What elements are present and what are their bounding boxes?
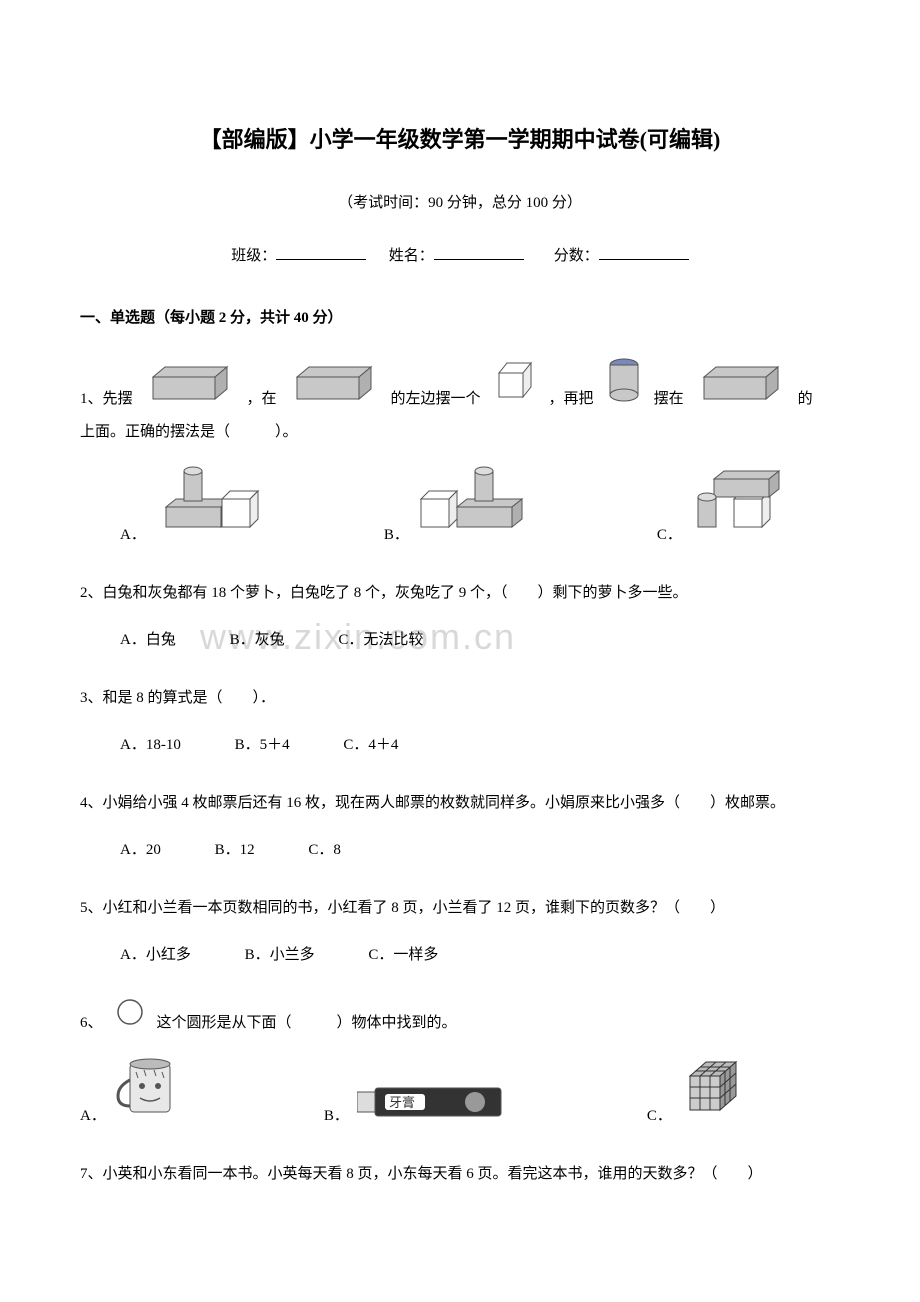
q5-optA: A．小红多 — [120, 947, 191, 963]
cuboid-icon — [289, 365, 379, 416]
q1-p5: 摆在 — [654, 383, 684, 416]
q5-optB: B．小兰多 — [245, 947, 315, 963]
q2-optB: B．灰兔 — [230, 632, 285, 648]
q1-optA-shape — [154, 459, 264, 552]
q4-text: 4、小娟给小强 4 枚邮票后还有 16 枚，现在两人邮票的枚数就同样多。小娟原来… — [80, 787, 840, 820]
q1-p3: 的左边摆一个 — [391, 383, 481, 416]
q6-optC-label: C． — [647, 1100, 672, 1133]
mug-icon — [114, 1050, 184, 1133]
document-content: 【部编版】小学一年级数学第一学期期中试卷(可编辑) （考试时间：90 分钟，总分… — [80, 120, 840, 1191]
q1-p1: 1、先摆 — [80, 383, 133, 416]
q5-text: 5、小红和小兰看一本页数相同的书，小红看了 8 页，小兰看了 12 页，谁剩下的… — [80, 892, 840, 925]
q1-p2: ，在 — [247, 383, 277, 416]
q3-optB: B．5＋4 — [235, 737, 290, 753]
q3-optA: A．18-10 — [120, 737, 181, 753]
q1-p4: ，再把 — [549, 383, 594, 416]
q5-optC: C．一样多 — [368, 947, 438, 963]
page-title: 【部编版】小学一年级数学第一学期期中试卷(可编辑) — [80, 120, 840, 160]
cylinder-icon — [606, 357, 642, 416]
score-label: 分数： — [554, 248, 599, 264]
q6-p1: 6、 — [80, 1007, 103, 1040]
score-blank — [599, 242, 689, 260]
q1-optB-shape — [417, 459, 537, 552]
class-blank — [276, 242, 366, 260]
q3-text: 3、和是 8 的算式是（ ）． — [80, 682, 840, 715]
q1-optC-shape — [690, 459, 800, 552]
q2-optA: A．白兔 — [120, 632, 176, 648]
q1-optB-label: B． — [384, 519, 409, 552]
student-info-line: 班级： 姓名： 分数： — [80, 242, 840, 270]
q4-optC: C．8 — [308, 842, 341, 858]
question-6: 6、 这个圆形是从下面（ ）物体中找到的。 A． — [80, 997, 840, 1133]
toothpaste-icon: 牙膏 — [357, 1084, 507, 1133]
cube-icon — [493, 359, 537, 416]
question-5: 5、小红和小兰看一本页数相同的书，小红看了 8 页，小兰看了 12 页，谁剩下的… — [80, 892, 840, 972]
class-label: 班级： — [231, 248, 276, 264]
section-header: 一、单选题（每小题 2 分，共计 40 分） — [80, 305, 840, 332]
cuboid-icon — [696, 365, 786, 416]
q6-optA-label: A． — [80, 1100, 106, 1133]
question-4: 4、小娟给小强 4 枚邮票后还有 16 枚，现在两人邮票的枚数就同样多。小娟原来… — [80, 787, 840, 867]
q7-text: 7、小英和小东看同一本书。小英每天看 8 页，小东每天看 6 页。看完这本书，谁… — [80, 1158, 840, 1191]
q4-optA: A．20 — [120, 842, 161, 858]
question-7: 7、小英和小东看同一本书。小英每天看 8 页，小东每天看 6 页。看完这本书，谁… — [80, 1158, 840, 1191]
circle-icon — [115, 997, 145, 1040]
q6-optB-label: B． — [324, 1100, 349, 1133]
q1-line2: 上面。正确的摆法是（ ）。 — [80, 416, 840, 449]
exam-subtitle: （考试时间：90 分钟，总分 100 分） — [80, 190, 840, 217]
q2-text: 2、白兔和灰兔都有 18 个萝卜，白兔吃了 8 个，灰兔吃了 9 个，（ ）剩下… — [80, 577, 840, 610]
svg-text:牙膏: 牙膏 — [389, 1095, 415, 1110]
q6-p2: 这个圆形是从下面（ ）物体中找到的。 — [157, 1007, 457, 1040]
name-label: 姓名： — [389, 248, 434, 264]
question-1: 1、先摆 ，在 的左边摆一个 ，再把 摆在 的 上面。正确的摆法是（ ）。 — [80, 357, 840, 552]
question-3: 3、和是 8 的算式是（ ）． A．18-10 B．5＋4 C．4＋4 — [80, 682, 840, 762]
q1-optC-label: C． — [657, 519, 682, 552]
q2-optC: C．无法比较 — [338, 632, 423, 648]
rubiks-cube-icon — [680, 1054, 746, 1133]
name-blank — [434, 242, 524, 260]
q1-p6: 的 — [798, 383, 813, 416]
q1-optA-label: A． — [120, 519, 146, 552]
q4-optB: B．12 — [215, 842, 255, 858]
q3-optC: C．4＋4 — [343, 737, 398, 753]
cuboid-icon — [145, 365, 235, 416]
question-2: 2、白兔和灰兔都有 18 个萝卜，白兔吃了 8 个，灰兔吃了 9 个，（ ）剩下… — [80, 577, 840, 657]
